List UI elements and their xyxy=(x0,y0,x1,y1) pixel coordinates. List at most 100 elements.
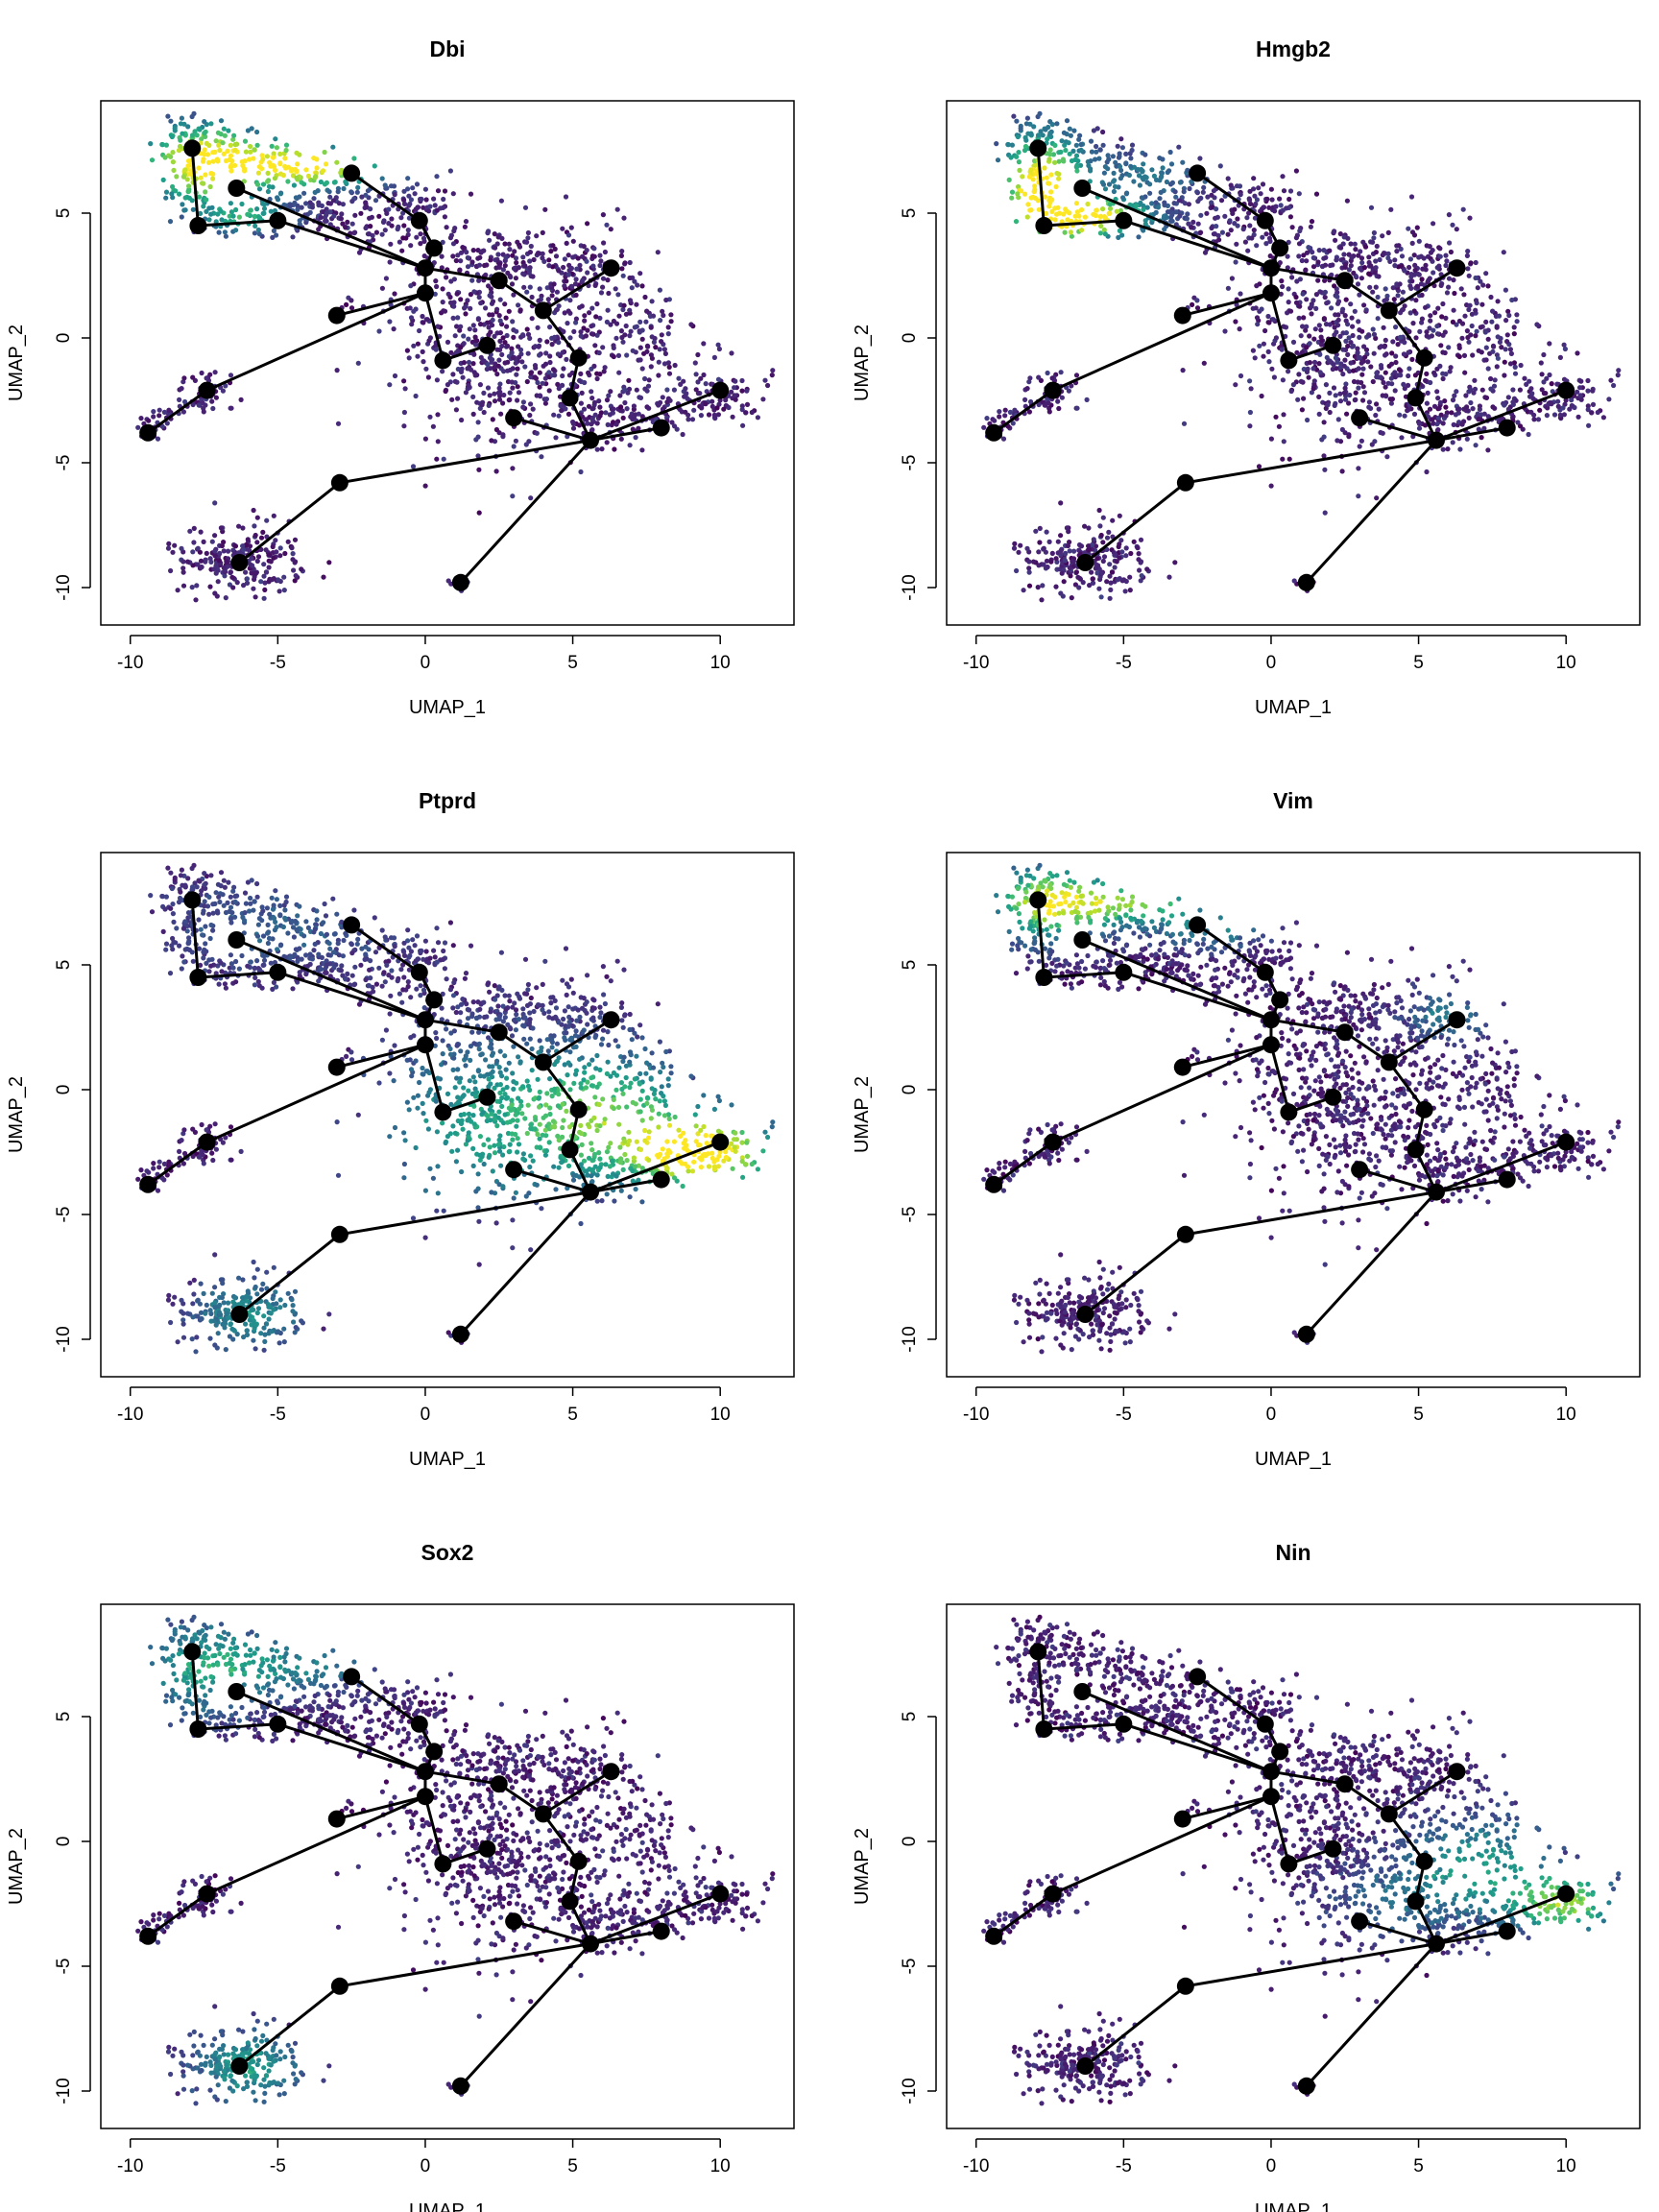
cell-point xyxy=(578,371,584,376)
cell-point xyxy=(1072,156,1078,162)
cell-point xyxy=(615,352,622,358)
cell-point xyxy=(625,390,631,396)
cell-point xyxy=(506,308,512,314)
cell-point xyxy=(199,370,204,376)
cell-point xyxy=(473,437,479,443)
cell-point xyxy=(1393,325,1399,330)
cell-point xyxy=(1043,127,1048,132)
cell-point xyxy=(398,215,404,221)
cell-point xyxy=(254,515,260,520)
cell-point xyxy=(560,226,565,231)
cell-point xyxy=(291,182,297,188)
cell-point xyxy=(645,383,652,389)
cell-point xyxy=(481,390,487,396)
cell-point xyxy=(511,292,517,298)
cell-point xyxy=(577,377,583,383)
cell-point xyxy=(479,402,485,408)
cell-point xyxy=(1042,402,1047,408)
cell-point xyxy=(221,902,227,908)
cell-point xyxy=(565,411,572,417)
cell-point xyxy=(1094,562,1099,567)
cell-point xyxy=(345,971,350,977)
cell-point xyxy=(715,342,721,348)
cell-point xyxy=(1044,210,1049,216)
cell-point xyxy=(489,294,494,300)
trajectory xyxy=(139,139,730,591)
cell-point xyxy=(644,308,650,314)
cell-point xyxy=(1435,305,1441,311)
cell-point xyxy=(179,545,184,551)
trajectory-node xyxy=(1407,389,1425,407)
cell-point xyxy=(1340,306,1346,312)
cell-point xyxy=(543,397,550,402)
cell-point xyxy=(227,156,232,162)
cell-point xyxy=(739,403,745,409)
cell-point xyxy=(1111,170,1117,176)
cell-point xyxy=(1551,412,1558,418)
cell-point xyxy=(1321,453,1327,459)
cell-point xyxy=(611,353,616,360)
cell-point xyxy=(1014,118,1020,124)
cell-point xyxy=(516,390,522,396)
cell-point xyxy=(1369,442,1375,447)
cell-point xyxy=(177,895,183,902)
cell-point xyxy=(556,268,562,274)
cell-point xyxy=(1074,405,1080,411)
cell-point xyxy=(671,423,678,429)
cell-point xyxy=(1088,138,1094,144)
plot-frame xyxy=(946,100,1641,626)
cell-point xyxy=(1066,388,1071,394)
cell-point xyxy=(290,986,296,992)
cell-point xyxy=(540,380,545,386)
cell-point xyxy=(1252,193,1258,199)
cell-point xyxy=(458,345,464,350)
cell-point xyxy=(339,919,345,926)
cell-point xyxy=(314,917,320,923)
cell-point xyxy=(427,414,433,420)
cell-point xyxy=(1100,540,1106,545)
cell-point xyxy=(208,963,214,969)
cell-point xyxy=(1382,384,1388,390)
cell-point xyxy=(1195,221,1201,227)
cell-point xyxy=(577,304,583,310)
cell-point xyxy=(570,254,576,260)
cell-point xyxy=(503,1067,509,1072)
cell-point xyxy=(1157,196,1163,202)
cell-point xyxy=(1341,390,1347,396)
cell-point xyxy=(458,297,464,302)
cell-point xyxy=(1309,303,1314,309)
cell-point xyxy=(1042,194,1048,200)
cell-point xyxy=(336,952,342,958)
cell-point xyxy=(1201,360,1207,366)
cell-point xyxy=(203,189,208,195)
cell-point xyxy=(244,576,250,582)
cell-point xyxy=(194,132,200,138)
cell-point xyxy=(1585,403,1591,409)
trajectory-edge xyxy=(589,426,662,443)
cell-point xyxy=(358,210,364,216)
cell-point xyxy=(1323,322,1330,327)
cell-point xyxy=(715,412,722,418)
cell-point xyxy=(739,407,745,413)
cell-point xyxy=(228,894,233,900)
cell-point xyxy=(321,920,326,926)
cell-point xyxy=(1149,167,1155,173)
cell-point xyxy=(492,333,497,339)
cell-point xyxy=(1168,161,1175,167)
cell-point xyxy=(1247,423,1253,429)
cell-point xyxy=(252,532,258,539)
cell-point xyxy=(285,539,291,544)
cell-point xyxy=(1471,390,1477,396)
cell-point xyxy=(1508,350,1514,356)
cell-point xyxy=(368,975,373,981)
cell-point xyxy=(709,403,715,409)
cell-point xyxy=(1388,206,1394,212)
cell-point xyxy=(1271,374,1277,380)
cell-point xyxy=(271,915,277,922)
cell-point xyxy=(408,315,415,321)
cell-point xyxy=(261,573,267,579)
cell-point xyxy=(1476,348,1481,353)
cell-point xyxy=(1328,262,1334,269)
cell-point xyxy=(349,973,355,978)
